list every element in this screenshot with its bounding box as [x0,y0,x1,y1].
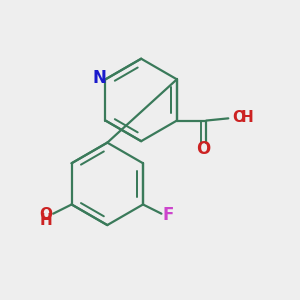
Text: O: O [39,207,52,222]
Text: N: N [92,69,106,87]
Text: O: O [196,140,211,158]
Text: H: H [241,110,254,125]
Text: F: F [162,206,174,224]
Text: O: O [232,110,245,125]
Text: H: H [39,213,52,228]
